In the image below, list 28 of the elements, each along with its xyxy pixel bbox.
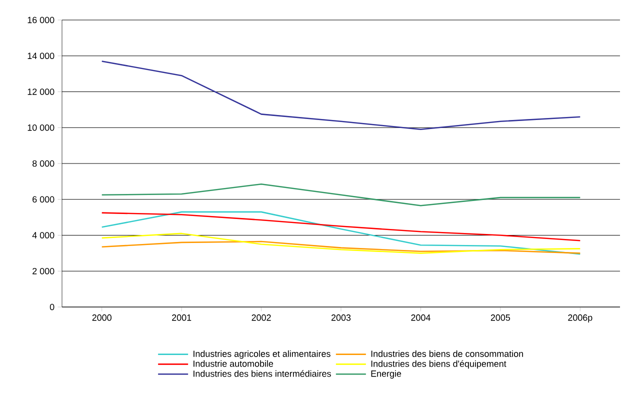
x-tick-label: 2001: [172, 314, 192, 321]
line-series: [101, 232, 581, 254]
x-tick-label: 2003: [331, 314, 351, 321]
y-tick-label: 10 000: [28, 124, 54, 131]
legend-label: Industrie automobile: [194, 360, 274, 367]
line-series: [101, 60, 581, 130]
x-tick-label: 2000: [92, 314, 112, 321]
legend-label: Industries des biens intermédiaires: [194, 370, 331, 377]
legend-label: Industries des biens de consommation: [371, 350, 523, 357]
line-series: [101, 240, 581, 254]
line-series: [101, 211, 581, 255]
line-series: [101, 212, 581, 242]
y-tick-label: 0: [50, 304, 54, 310]
legend-label: Industries agricoles et alimentaires: [194, 350, 330, 359]
y-tick-label: 8 000: [32, 160, 54, 167]
x-tick-label: 2002: [252, 314, 271, 321]
line-series: [101, 183, 581, 206]
x-tick-label: 2004: [411, 314, 430, 321]
y-tick-label: 6 000: [32, 196, 54, 203]
x-tick-label: 2005: [490, 314, 510, 321]
legend-label: Industries des biens d'équipement: [371, 360, 506, 369]
y-tick-label: 12 000: [28, 88, 54, 95]
x-tick-label: 2006p: [568, 314, 592, 323]
legend-label: Energie: [371, 370, 402, 379]
y-tick-label: 16 000: [28, 16, 54, 24]
y-tick-label: 2 000: [32, 268, 54, 274]
y-tick-label: 4 000: [32, 232, 54, 238]
y-tick-label: 14 000: [28, 52, 54, 60]
